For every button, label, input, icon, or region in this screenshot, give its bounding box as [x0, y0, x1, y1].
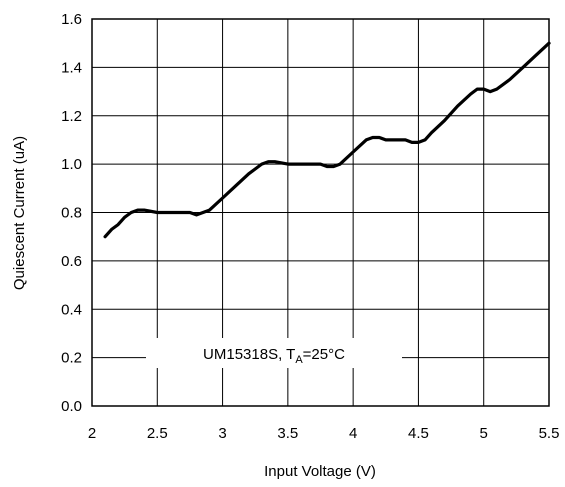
x-tick-labels: 2 2.5 3 3.5 4 4.5 5 5.5 [88, 425, 560, 442]
y-tick-label: 0.0 [61, 398, 82, 415]
x-tick-label: 5.5 [539, 425, 560, 442]
x-tick-label: 4.5 [408, 425, 429, 442]
series-group [103, 41, 551, 239]
y-tick-label: 1.0 [61, 156, 82, 173]
y-tick-label: 0.2 [61, 350, 82, 367]
annotation-prefix: UM15318S, T [203, 346, 295, 363]
y-tick-label: 0.4 [61, 301, 82, 318]
annotation-label: UM15318S, TA=25°C [203, 346, 345, 366]
x-tick-label: 4 [349, 425, 357, 442]
series-line [103, 41, 551, 239]
x-tick-label: 3.5 [277, 425, 298, 442]
x-axis-title: Input Voltage (V) [264, 463, 376, 480]
y-tick-label: 0.6 [61, 253, 82, 270]
y-tick-label: 1.4 [61, 59, 82, 76]
annotation-group: UM15318S, TA=25°C [146, 338, 402, 368]
annotation-suffix: =25°C [303, 346, 345, 363]
y-tick-label: 1.2 [61, 108, 82, 125]
x-tick-label: 2 [88, 425, 96, 442]
x-tick-label: 5 [480, 425, 488, 442]
annotation-subscript: A [295, 354, 303, 366]
annotation-background [146, 338, 402, 368]
plot-frame [91, 18, 550, 407]
y-tick-labels: 0.0 0.2 0.4 0.6 0.8 1.0 1.2 1.4 1.6 [61, 11, 82, 415]
y-tick-label: 1.6 [61, 11, 82, 28]
x-tick-label: 3 [218, 425, 226, 442]
y-tick-label: 0.8 [61, 205, 82, 222]
y-axis-title: Quiescent Current (uA) [11, 136, 28, 290]
x-tick-label: 2.5 [147, 425, 168, 442]
